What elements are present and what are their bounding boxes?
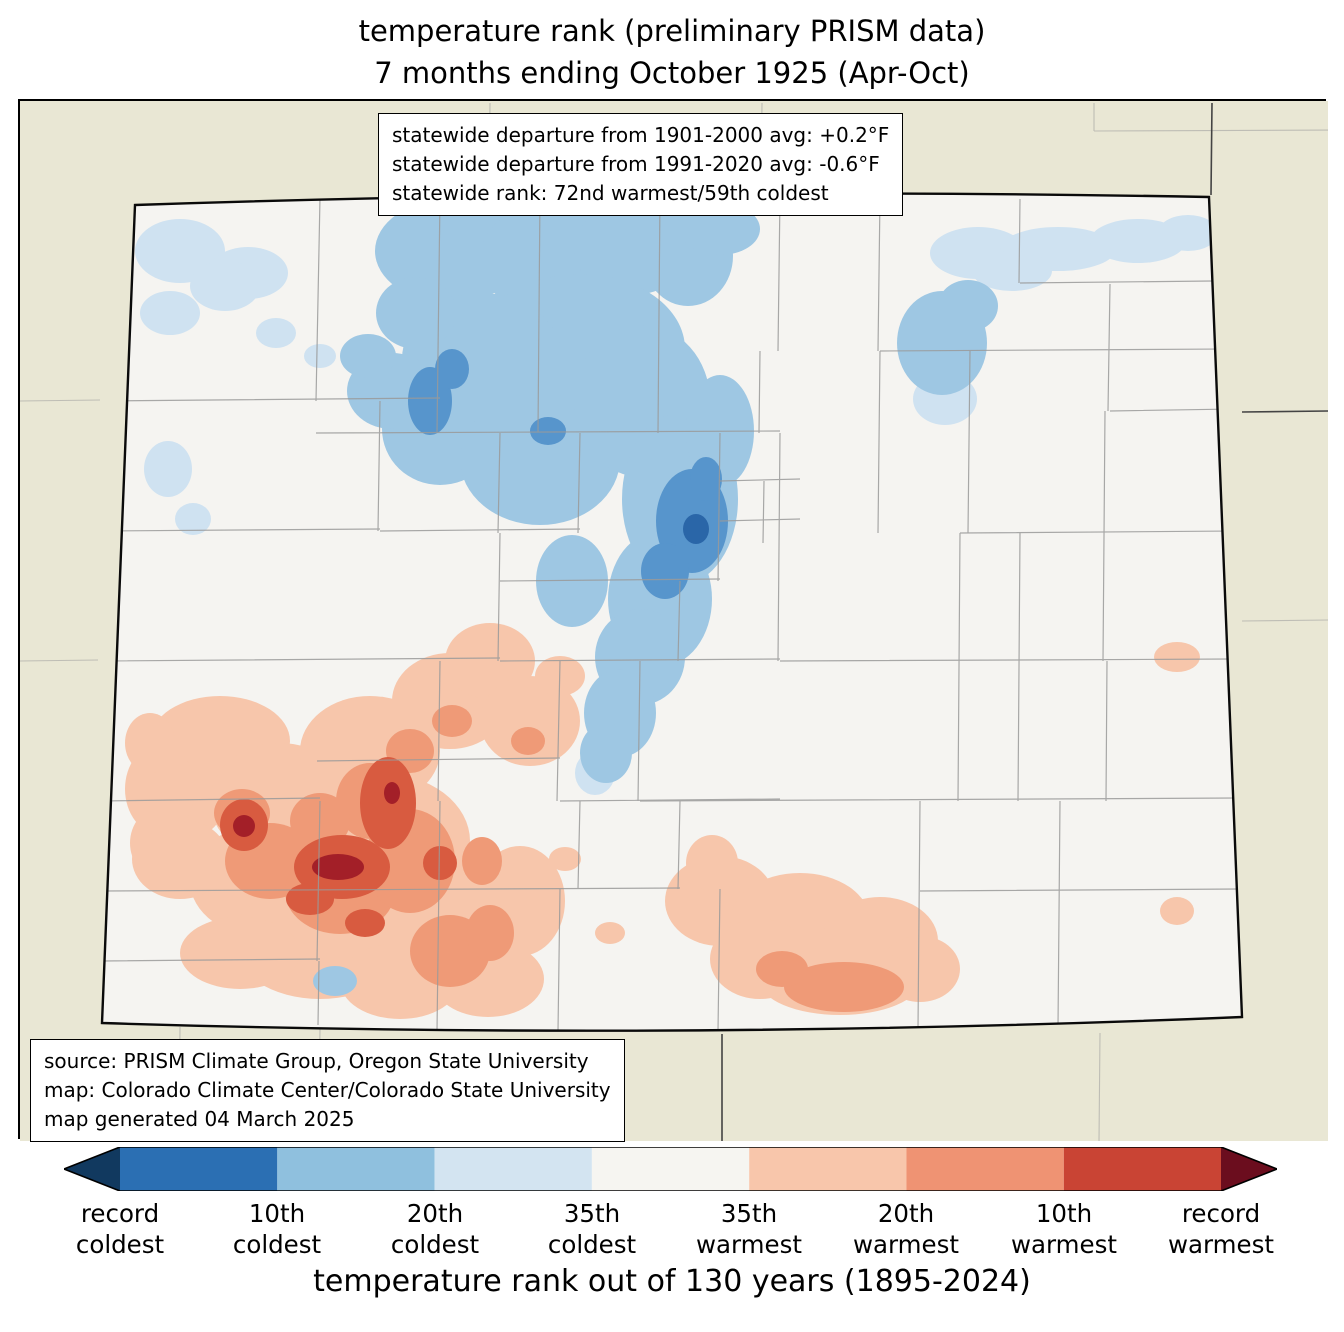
colorbar-tick-labels: record coldest 10th coldest 20th coldest… [64, 1198, 1277, 1264]
colorbar-label-20th-coldest: 20th coldest [390, 1199, 480, 1259]
stats-line-2: statewide departure from 1991-2020 avg: … [392, 152, 880, 176]
colorbar-caption: temperature rank out of 130 years (1895-… [313, 1264, 1031, 1299]
colorbar-right-arrow [1221, 1147, 1277, 1191]
source-line-1: source: PRISM Climate Group, Oregon Stat… [44, 1049, 589, 1073]
cold-anomaly-dark-region [683, 514, 709, 544]
colorbar-segment-35th-to-20th-warmest [749, 1147, 907, 1191]
colorbar-segment-20th-to-10th-warmest [906, 1147, 1064, 1191]
colorado-map [20, 101, 1328, 1141]
county-boundaries [102, 193, 1242, 1031]
source-line-3: map generated 04 March 2025 [44, 1107, 355, 1131]
map-title: temperature rank (preliminary PRISM data… [0, 10, 1344, 94]
colorbar-label-record-warmest: record warmest [1167, 1199, 1275, 1259]
colorbar-segment-record-to-10th-coldest [120, 1147, 278, 1191]
map-panel: statewide departure from 1901-2000 avg: … [18, 99, 1328, 1142]
stats-line-3: statewide rank: 72nd warmest/59th coldes… [392, 181, 829, 205]
statewide-stats-box: statewide departure from 1901-2000 avg: … [378, 113, 904, 216]
cold-anomaly-pale-region [135, 215, 1218, 795]
colorbar-left-arrow [64, 1147, 120, 1191]
colorbar-label-10th-warmest: 10th warmest [1010, 1199, 1118, 1259]
colorbar-segment-10th-to-20th-coldest [277, 1147, 435, 1191]
colorbar-label-35th-coldest: 35th coldest [547, 1199, 637, 1259]
source-attribution-box: source: PRISM Climate Group, Oregon Stat… [30, 1039, 625, 1142]
colorbar-label-record-coldest: record coldest [75, 1199, 165, 1259]
source-line-2: map: Colorado Climate Center/Colorado St… [44, 1078, 611, 1102]
colorbar-label-35th-warmest: 35th warmest [695, 1199, 803, 1259]
warm-anomaly-dark-region [233, 782, 400, 880]
colorbar-label-20th-warmest: 20th warmest [852, 1199, 960, 1259]
map-title-line1: temperature rank (preliminary PRISM data… [358, 14, 986, 48]
temperature-rank-colorbar [64, 1147, 1277, 1191]
colorbar-segment-20th-to-35th-coldest [434, 1147, 592, 1191]
colorbar-segment-10th-to-record-warmest [1063, 1147, 1221, 1191]
stats-line-1: statewide departure from 1901-2000 avg: … [392, 123, 890, 147]
colorbar-segment-middle [591, 1147, 750, 1191]
colorbar-label-10th-coldest: 10th coldest [232, 1199, 322, 1259]
map-title-line2: 7 months ending October 1925 (Apr-Oct) [374, 56, 970, 90]
neighbor-state-borders [721, 102, 1328, 1141]
